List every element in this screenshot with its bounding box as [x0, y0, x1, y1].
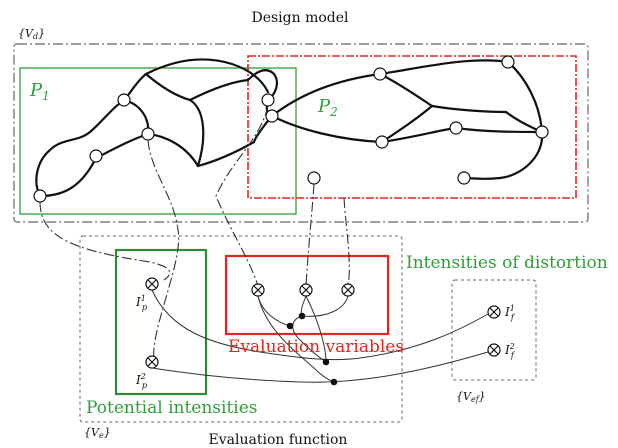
if2-node	[487, 343, 501, 357]
node	[457, 171, 471, 185]
p1-label: P1	[29, 80, 50, 103]
p2-label: P2	[317, 96, 338, 119]
node	[117, 93, 131, 107]
if2-label: I2 f	[504, 342, 516, 360]
node	[501, 55, 515, 69]
node	[141, 127, 155, 141]
node	[375, 135, 389, 149]
node	[33, 189, 47, 203]
potential-intensities-box	[114, 248, 208, 396]
junction-dot	[322, 358, 330, 366]
vd-label: {Vd}	[18, 27, 45, 41]
design-model-title: Design model	[251, 10, 349, 26]
design-model-frame	[13, 43, 589, 223]
if1-label: I1 f	[504, 304, 516, 322]
evaluation-variables-box	[224, 254, 390, 336]
node	[307, 171, 321, 185]
potential-intensities-label: Potential intensities	[86, 398, 258, 418]
intensities-of-distortion-label: Intensities of distortion	[406, 253, 608, 273]
ip2-node	[145, 355, 159, 369]
if1-node	[487, 305, 501, 319]
node	[89, 149, 103, 163]
design-graph-nodes	[33, 55, 549, 203]
vef-label: {Vef}	[456, 390, 486, 404]
ip1-node	[145, 277, 159, 291]
mapping-connectors	[39, 105, 350, 361]
junction-dot	[330, 378, 338, 386]
node	[535, 125, 549, 139]
ip1-label: I1 p	[135, 294, 147, 312]
eval-var-node	[299, 283, 313, 297]
junction-dot	[286, 322, 294, 330]
vef-frame	[451, 279, 537, 381]
ve-label: {Ve}	[84, 426, 111, 440]
junction-dot	[298, 312, 306, 320]
eval-var-node	[341, 283, 355, 297]
evaluation-function-label: Evaluation function	[209, 432, 348, 448]
evaluation-variables-label: Evaluation variables	[228, 337, 404, 357]
node	[373, 67, 387, 81]
node	[449, 121, 463, 135]
evaluation-function-frame	[79, 235, 403, 423]
p2-region	[247, 55, 577, 199]
eval-var-node	[251, 283, 265, 297]
node	[265, 109, 279, 123]
evaluation-nodes	[145, 277, 501, 369]
ip2-label: I2 p	[135, 372, 147, 390]
node	[261, 93, 275, 107]
evaluation-junctions	[286, 312, 338, 386]
